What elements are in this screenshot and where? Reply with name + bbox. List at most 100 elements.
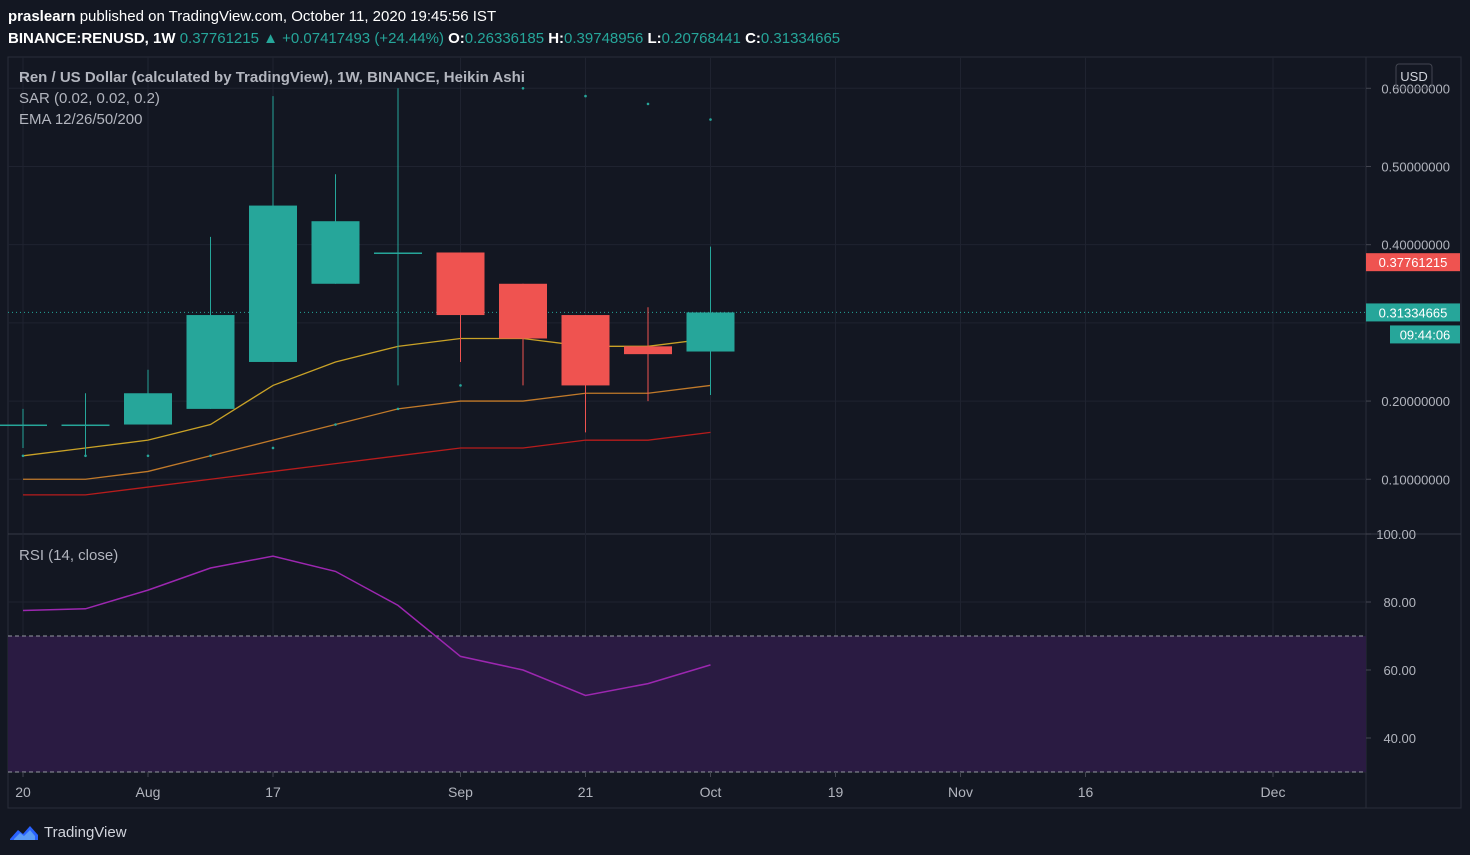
- symbol-name[interactable]: BINANCE:RENUSD, 1W: [8, 30, 176, 47]
- price-tick-label: 0.10000000: [1381, 472, 1450, 487]
- time-tick-label[interactable]: Nov: [948, 784, 973, 800]
- author-name[interactable]: praslearn: [8, 8, 76, 25]
- published-text: published on TradingView.com, October 11…: [79, 8, 497, 25]
- time-tick-label[interactable]: 21: [578, 784, 594, 800]
- publish-line: praslearn published on TradingView.com, …: [8, 8, 496, 25]
- time-tick-label[interactable]: Dec: [1261, 784, 1286, 800]
- price-label-text: 0.37761215: [1379, 255, 1448, 270]
- rsi-tick-label: 100.00: [1376, 527, 1416, 542]
- tradingview-logo[interactable]: TradingView: [8, 820, 127, 844]
- symbol-line: BINANCE:RENUSD, 1W 0.37761215 ▲ +0.07417…: [8, 30, 840, 47]
- open-value: 0.26336185: [464, 30, 545, 47]
- price-label-bg: [1366, 253, 1460, 272]
- countdown-text: 09:44:06: [1400, 327, 1451, 342]
- bar-countdown-badge: 09:44:06: [1390, 325, 1460, 344]
- sar-dot: [21, 454, 25, 458]
- candle[interactable]: [0, 408, 47, 448]
- candle-body: [311, 221, 360, 284]
- sar-dot: [334, 423, 337, 426]
- last-price: 0.37761215: [179, 30, 259, 47]
- rsi-line: [22, 555, 711, 697]
- high-value: 0.39748956: [564, 30, 644, 47]
- sar-dot: [146, 454, 150, 458]
- close-label: C:: [745, 30, 761, 47]
- currency-button[interactable]: USD: [1395, 63, 1433, 89]
- sar-dot: [521, 86, 525, 90]
- sar-dot: [271, 446, 275, 450]
- chart-frame: [7, 56, 1462, 809]
- sar-dot: [84, 454, 87, 458]
- sar-dot: [584, 94, 587, 98]
- price-tick-label: 0.20000000: [1381, 394, 1450, 409]
- ema-line-50: [23, 431, 711, 496]
- price-tick-label: 0.40000000: [1381, 238, 1450, 253]
- time-tick-label[interactable]: 19: [828, 784, 844, 800]
- sar-dot: [646, 102, 650, 106]
- candle[interactable]: [311, 174, 360, 284]
- candle[interactable]: [624, 307, 672, 402]
- candle[interactable]: [499, 283, 547, 386]
- sar-dot: [459, 384, 462, 387]
- sar-dot: [396, 407, 400, 411]
- time-tick-label[interactable]: 16: [1078, 784, 1094, 800]
- high-label: H:: [548, 30, 565, 47]
- price-scale[interactable]: 0.60000000 0.50000000 0.40000000 0.20000000…: [1366, 81, 1460, 746]
- rsi-tick-label: 80.00: [1383, 595, 1416, 610]
- low-value: 0.20768441: [661, 30, 741, 47]
- candle-body: [61, 424, 110, 427]
- rsi-tick-label: 60.00: [1383, 663, 1416, 678]
- candle-body: [0, 424, 47, 427]
- candle[interactable]: [686, 246, 735, 396]
- tradingview-cloud-icon: [10, 826, 38, 840]
- candle[interactable]: [61, 393, 110, 456]
- ema-legend[interactable]: EMA 12/26/50/200: [19, 111, 142, 128]
- countdown-bg: [1390, 325, 1460, 344]
- low-label: L:: [647, 30, 662, 47]
- open-label: O:: [448, 30, 465, 47]
- candle-body: [436, 252, 485, 316]
- time-tick-label[interactable]: Aug: [136, 784, 161, 800]
- up-arrow-icon: ▲: [263, 30, 278, 47]
- sar-legend[interactable]: SAR (0.02, 0.02, 0.2): [19, 90, 160, 107]
- close-value: 0.31334665: [760, 30, 841, 47]
- candle-body: [374, 252, 422, 254]
- chart-title[interactable]: Ren / US Dollar (calculated by TradingVi…: [19, 69, 525, 86]
- chart-header: praslearn published on TradingView.com, …: [8, 6, 1470, 50]
- price-label-badge[interactable]: 0.37761215: [1366, 253, 1460, 272]
- candle-body: [686, 312, 735, 352]
- sar-dot: [709, 118, 712, 121]
- time-tick-label[interactable]: Oct: [700, 784, 722, 800]
- ema-line-26: [23, 384, 711, 480]
- candle-body: [624, 346, 672, 355]
- price-label-text: 0.31334665: [1379, 305, 1448, 320]
- rsi-legend[interactable]: RSI (14, close): [19, 547, 118, 564]
- time-tick-label[interactable]: 20: [15, 784, 31, 800]
- sar-dot: [209, 454, 212, 458]
- tradingview-brand: TradingView: [44, 823, 127, 841]
- price-label-bg: [1366, 303, 1460, 322]
- time-tick-label[interactable]: Sep: [448, 784, 473, 800]
- candle[interactable]: [124, 369, 172, 425]
- candle-body: [561, 315, 610, 386]
- candle[interactable]: [186, 236, 235, 409]
- price-label-badge[interactable]: 0.31334665: [1366, 303, 1460, 322]
- price-change: +0.07417493 (+24.44%): [282, 30, 444, 47]
- candle[interactable]: [374, 88, 422, 386]
- rsi-tick-label: 40.00: [1383, 731, 1416, 746]
- candle-body: [249, 205, 297, 362]
- price-tick-label: 0.50000000: [1381, 159, 1450, 174]
- currency-label: USD: [1400, 69, 1427, 84]
- time-tick-label[interactable]: 17: [265, 784, 281, 800]
- candles[interactable]: [0, 88, 735, 456]
- rsi-band-fill: [8, 636, 1366, 772]
- candle[interactable]: [561, 315, 610, 433]
- candle[interactable]: [249, 96, 297, 362]
- candle-body: [186, 315, 235, 409]
- price-tick-label: 0.60000000: [1381, 81, 1450, 96]
- candle[interactable]: [436, 252, 485, 362]
- time-scale[interactable]: 20 Aug 17 Sep 21 Oct 19 Nov 16 Dec: [15, 772, 1285, 800]
- candle-body: [124, 393, 172, 425]
- rsi-pane[interactable]: [8, 555, 1366, 773]
- sar-dots: [21, 86, 712, 458]
